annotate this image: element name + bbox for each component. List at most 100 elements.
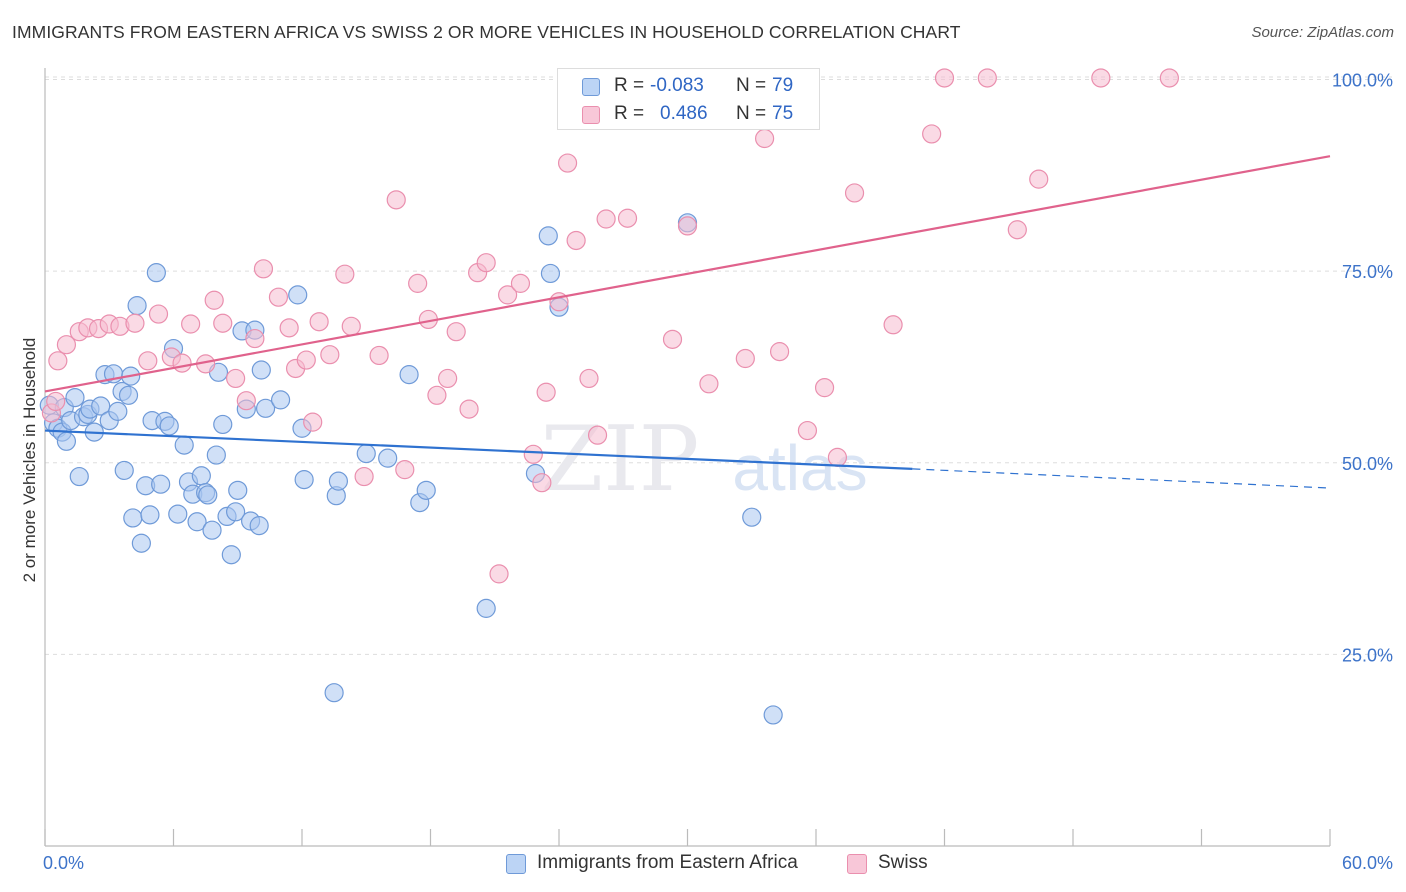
point-eastern-africa [146, 263, 166, 283]
legend-n-label: N = [736, 103, 767, 124]
point-eastern-africa [198, 485, 218, 505]
point-eastern-africa [288, 285, 308, 305]
point-swiss [587, 425, 608, 445]
point-swiss [181, 314, 201, 334]
point-eastern-africa [226, 502, 246, 522]
point-eastern-africa [191, 466, 211, 486]
trend-line-eastern-africa-dashed [912, 468, 1331, 489]
point-eastern-africa [251, 360, 271, 380]
tick-labels: 25.0% 50.0% 75.0% 100.0% 0.0% 60.0% [43, 71, 1393, 874]
point-swiss [46, 391, 66, 412]
watermark-atlas: atlas [732, 432, 867, 504]
point-eastern-africa [476, 598, 496, 618]
point-swiss [1091, 68, 1111, 88]
point-swiss [617, 208, 638, 228]
point-eastern-africa [228, 480, 248, 500]
point-swiss [148, 304, 169, 324]
point-swiss [236, 391, 256, 411]
point-swiss [226, 368, 246, 389]
point-eastern-africa [540, 263, 561, 284]
point-swiss [677, 216, 698, 236]
point-swiss [320, 345, 340, 365]
point-swiss [844, 183, 865, 203]
point-eastern-africa [118, 385, 139, 405]
point-swiss [341, 316, 361, 336]
point-swiss [977, 68, 997, 88]
correlation-legend: R = -0.083 N = 79 R = 0.486 N = 75 [557, 68, 820, 130]
point-swiss [172, 353, 192, 373]
point-eastern-africa [270, 390, 291, 410]
point-swiss [814, 378, 835, 398]
point-swiss [934, 68, 955, 88]
point-swiss [138, 351, 158, 371]
point-swiss [532, 473, 552, 493]
point-eastern-africa [763, 705, 783, 725]
point-eastern-africa [356, 443, 376, 464]
point-swiss [1029, 169, 1049, 189]
point-swiss [446, 322, 466, 342]
point-eastern-africa [91, 396, 111, 416]
point-eastern-africa [213, 414, 233, 435]
y-tick-label: 25.0% [1342, 645, 1393, 665]
point-swiss [408, 273, 428, 293]
point-swiss [735, 348, 755, 369]
bottom-legend-swatch-blue [506, 854, 526, 874]
legend-swatch-pink [582, 106, 600, 124]
point-eastern-africa [69, 466, 89, 487]
point-swiss [268, 287, 289, 307]
point-swiss [204, 290, 224, 310]
source-label: Source: ZipAtlas.com [1251, 24, 1394, 41]
point-eastern-africa [123, 508, 143, 528]
point-swiss [48, 351, 68, 371]
point-swiss [827, 447, 848, 467]
point-swiss [489, 564, 509, 584]
point-swiss [523, 444, 543, 464]
point-eastern-africa [108, 401, 128, 421]
y-axis-title: 2 or more Vehicles in Household [20, 337, 39, 583]
point-swiss [510, 273, 531, 293]
y-tick-label: 75.0% [1342, 262, 1393, 282]
point-swiss [662, 329, 683, 349]
point-eastern-africa [538, 226, 558, 246]
x-tick-label: 0.0% [43, 853, 84, 873]
trend-lines [44, 155, 1331, 489]
gridlines [45, 76, 1392, 655]
y-tick-label: 50.0% [1342, 454, 1393, 474]
legend-n-value: 79 [772, 75, 794, 96]
point-eastern-africa [202, 520, 222, 540]
point-eastern-africa [249, 516, 269, 536]
point-swiss [213, 313, 233, 333]
chart-title: IMMIGRANTS FROM EASTERN AFRICA VS SWISS … [12, 22, 961, 42]
point-swiss [883, 315, 903, 335]
point-eastern-africa [56, 431, 77, 451]
legend-r-label: R = [614, 75, 645, 96]
point-eastern-africa [159, 416, 179, 436]
point-eastern-africa [399, 365, 419, 385]
point-swiss [354, 466, 374, 487]
point-swiss [427, 385, 447, 405]
point-eastern-africa [294, 470, 314, 490]
point-swiss [386, 190, 406, 210]
point-swiss [596, 209, 616, 229]
point-eastern-africa [174, 435, 194, 455]
trend-line-swiss [44, 155, 1331, 393]
point-eastern-africa [206, 445, 226, 465]
point-eastern-africa [127, 296, 147, 316]
point-swiss [245, 328, 265, 349]
point-swiss [459, 399, 479, 419]
point-eastern-africa [378, 448, 398, 468]
point-swiss [303, 412, 323, 432]
point-eastern-africa [114, 460, 134, 481]
point-eastern-africa [255, 398, 276, 418]
point-swiss [476, 253, 496, 273]
data-points [39, 68, 1179, 725]
point-swiss [498, 285, 518, 305]
bottom-legend-swatch-pink [847, 854, 867, 874]
point-eastern-africa [131, 533, 151, 553]
point-swiss [754, 128, 775, 149]
point-swiss [253, 259, 274, 279]
point-eastern-africa [416, 480, 436, 500]
point-swiss [296, 350, 316, 370]
legend-r-value: 0.486 [660, 103, 708, 124]
